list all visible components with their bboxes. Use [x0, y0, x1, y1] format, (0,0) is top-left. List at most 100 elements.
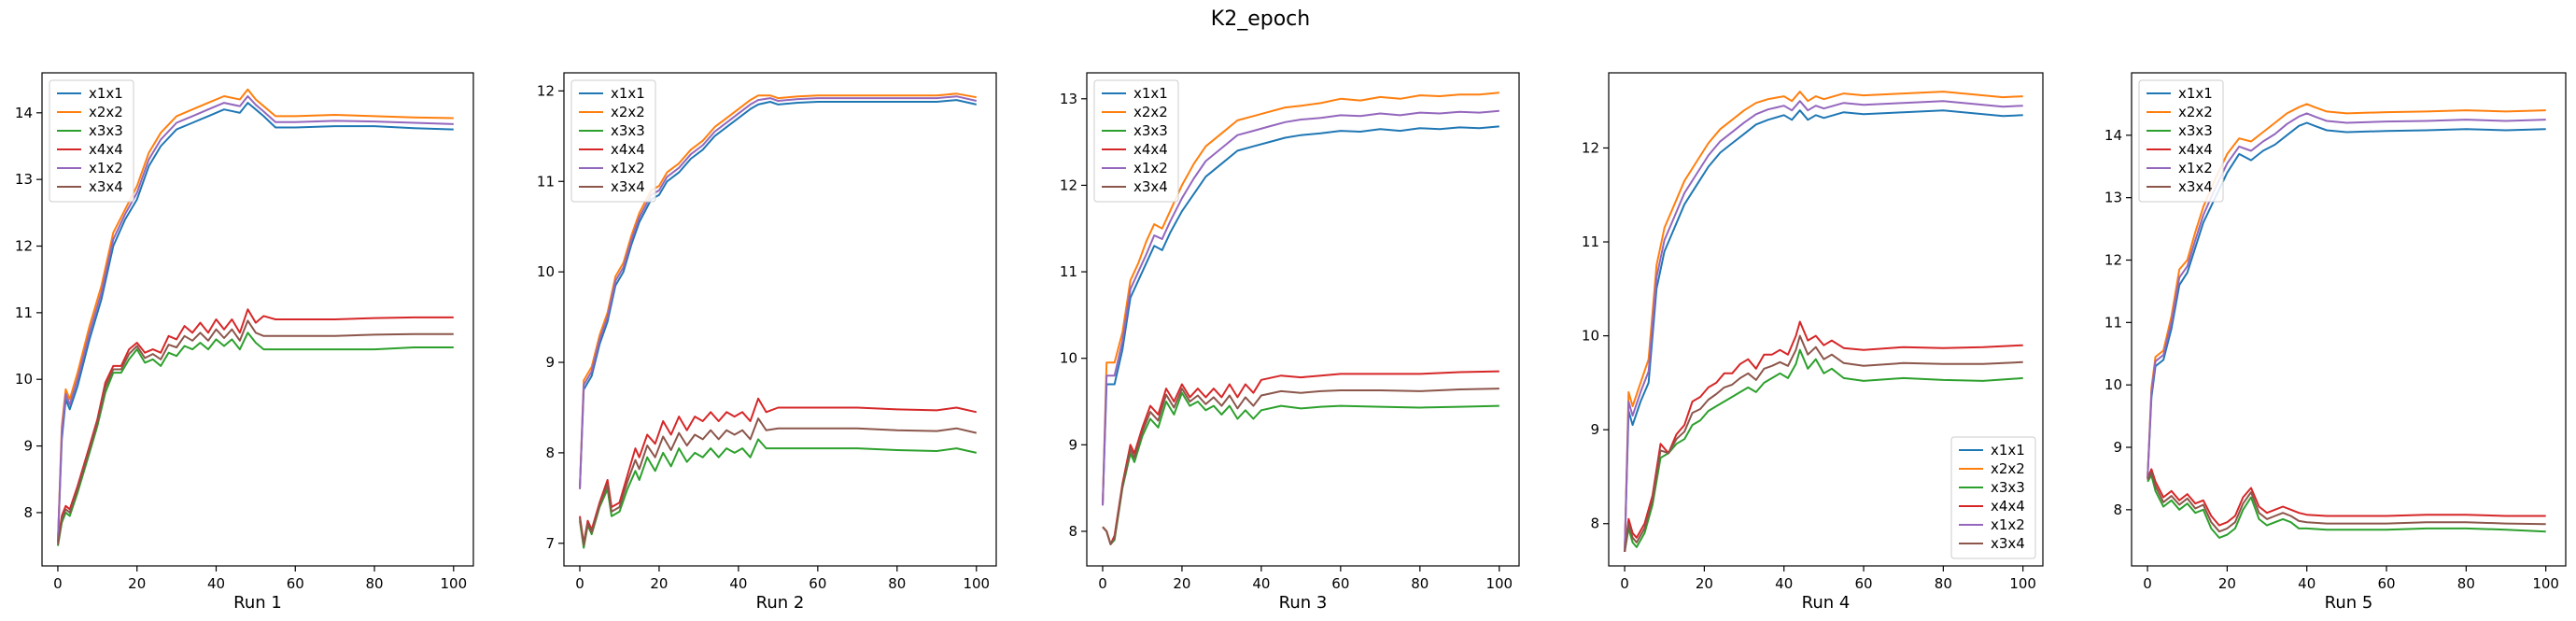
y-tick-label: 10	[537, 263, 555, 280]
y-tick-label: 14	[2104, 127, 2122, 144]
y-tick-label: 8	[23, 504, 33, 521]
series-line-x4x4-run1	[57, 308, 454, 543]
series-line-x1x1-run3	[1102, 125, 1499, 506]
x-tick-label: 40	[1775, 575, 1793, 592]
legend-label-x2x2: x2x2	[1991, 460, 2025, 477]
y-tick-label: 11	[2104, 314, 2122, 331]
x-axis-label-5: Run 5	[2325, 593, 2373, 613]
subplot-2: 0 20 40 60 80 100 7 8 9 10 11 12 Run 2 x1x1 x2x2 x3x3 x4…	[537, 72, 997, 613]
legend-2: x1x1 x2x2 x3x3 x4x4 x1x2 x3x4	[570, 79, 656, 203]
y-tick-label: 11	[537, 173, 555, 190]
subplot-1: 0 20 40 60 80 100 8 9 10 11 12 13 14 Run 1 x1x1 x2x2 x3x…	[15, 72, 474, 613]
y-tick-label: 9	[545, 354, 555, 371]
legend-box	[1950, 436, 2036, 559]
y-tick-label: 12	[15, 238, 33, 255]
y-tick-label: 11	[15, 304, 33, 321]
axes-frame-4	[1608, 72, 2044, 567]
legend-label-x1x2: x1x2	[2178, 160, 2213, 176]
y-tick-label: 13	[2104, 190, 2122, 206]
x-tick-label: 0	[53, 575, 63, 592]
y-tick-label: 12	[1060, 176, 1077, 193]
series-line-x2x2-run2	[579, 92, 977, 489]
series-line-x1x1-run5	[2147, 121, 2546, 479]
legend-box	[2138, 79, 2224, 203]
y-tick-label: 12	[2104, 252, 2122, 269]
legend-box	[1093, 79, 1179, 203]
axes-frame-1	[41, 72, 474, 567]
x-tick-label: 20	[2218, 575, 2236, 592]
x-tick-label: 20	[128, 575, 146, 592]
x-tick-label: 60	[287, 575, 304, 592]
legend-label-x4x4: x4x4	[1133, 141, 1168, 158]
x-tick-label: 100	[440, 575, 467, 592]
x-tick-label: 100	[2009, 575, 2036, 592]
y-tick-label: 10	[1060, 350, 1077, 367]
legend-label-x3x3: x3x3	[2178, 122, 2213, 139]
series-line-x3x4-run5	[2147, 471, 2546, 533]
y-tick-label: 12	[537, 82, 555, 99]
x-tick-label: 20	[1696, 575, 1713, 592]
x-tick-label: 0	[1098, 575, 1107, 592]
x-tick-label: 20	[650, 575, 668, 592]
series-group-1	[57, 88, 454, 546]
series-line-x3x3-run1	[57, 332, 454, 546]
legend-label-x4x4: x4x4	[2178, 141, 2213, 158]
legend-label-x4x4: x4x4	[1991, 498, 2025, 515]
series-line-x3x4-run4	[1624, 334, 2023, 553]
series-line-x1x2-run1	[57, 95, 454, 543]
y-tick-label: 11	[1582, 233, 1599, 250]
y-tick-label: 14	[15, 105, 33, 121]
series-line-x1x2-run2	[579, 95, 978, 489]
legend-5: x1x1 x2x2 x3x3 x4x4 x1x2 x3x4	[2138, 79, 2224, 203]
y-tick-label: 10	[2104, 376, 2122, 393]
x-tick-label: 20	[1173, 575, 1190, 592]
y-tick-label: 9	[1068, 436, 1077, 453]
x-axis-label-2: Run 2	[756, 593, 805, 613]
x-tick-label: 60	[1331, 575, 1349, 592]
series-line-x1x2-run4	[1624, 100, 2023, 552]
series-line-x2x2-run4	[1624, 91, 2023, 552]
legend-label-x1x1: x1x1	[89, 85, 123, 102]
x-tick-label: 100	[2532, 575, 2559, 592]
legend-label-x3x4: x3x4	[1133, 178, 1168, 195]
x-tick-label: 80	[1411, 575, 1429, 592]
x-tick-label: 80	[365, 575, 383, 592]
x-tick-label: 60	[809, 575, 826, 592]
x-tick-label: 60	[2377, 575, 2395, 592]
figure-title: K2_epoch	[1211, 7, 1310, 31]
series-line-x3x3-run4	[1624, 348, 2023, 553]
legend-label-x3x4: x3x4	[1991, 535, 2025, 552]
y-tick-label: 8	[1068, 523, 1077, 540]
legend-label-x4x4: x4x4	[611, 141, 645, 158]
x-axis-label-1: Run 1	[233, 593, 282, 613]
x-tick-label: 60	[1854, 575, 1872, 592]
x-tick-label: 40	[207, 575, 225, 592]
legend-label-x1x1: x1x1	[1133, 85, 1168, 102]
legend-3: x1x1 x2x2 x3x3 x4x4 x1x2 x3x4	[1093, 79, 1179, 203]
legend-label-x1x2: x1x2	[1991, 516, 2025, 533]
legend-label-x3x4: x3x4	[611, 178, 645, 195]
legend-label-x2x2: x2x2	[89, 104, 123, 120]
x-tick-label: 100	[1485, 575, 1513, 592]
series-line-x1x2-run3	[1102, 109, 1499, 506]
series-line-x3x4-run1	[57, 319, 454, 545]
series-line-x4x4-run5	[2147, 468, 2546, 527]
y-tick-label: 11	[1060, 263, 1077, 280]
x-axis-label-3: Run 3	[1279, 593, 1328, 613]
series-group-3	[1102, 92, 1499, 545]
series-group-5	[2147, 103, 2546, 539]
axes-frame-2	[563, 72, 997, 567]
legend-label-x4x4: x4x4	[89, 141, 123, 158]
y-tick-label: 13	[15, 171, 33, 188]
legend-label-x3x4: x3x4	[89, 178, 123, 195]
series-line-x2x2-run3	[1102, 92, 1499, 506]
legend-label-x2x2: x2x2	[611, 104, 645, 120]
y-tick-label: 13	[1060, 91, 1077, 107]
axes-frame-3	[1086, 72, 1520, 567]
legend-label-x2x2: x2x2	[1133, 104, 1168, 120]
